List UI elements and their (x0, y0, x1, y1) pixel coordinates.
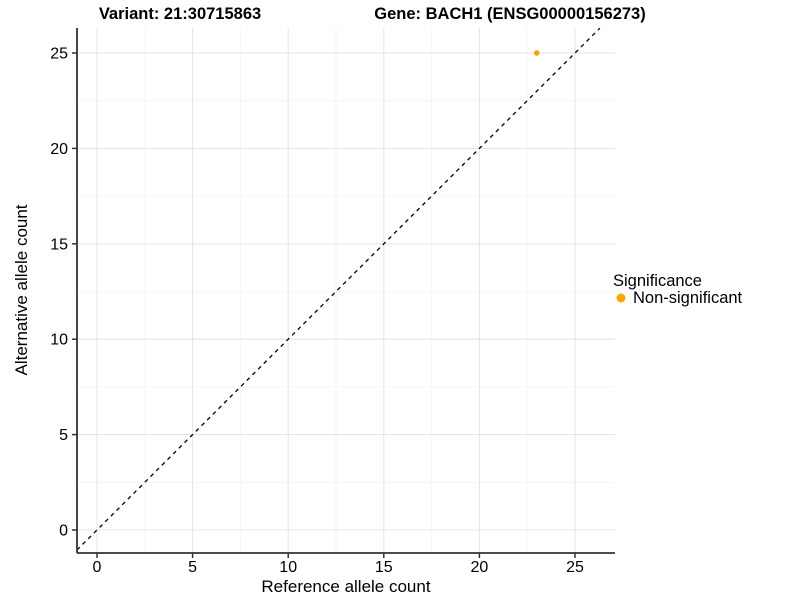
data-point (533, 50, 540, 56)
x-tick-label: 20 (471, 559, 489, 576)
x-tick-label: 0 (93, 559, 102, 576)
x-tick-label: 15 (375, 559, 393, 576)
legend-entry-label: Non-significant (633, 289, 743, 307)
grid-minor-lines (77, 28, 615, 553)
x-axis-ticks: 0 5 10 15 20 25 (93, 553, 584, 576)
x-tick-label: 5 (188, 559, 197, 576)
y-tick-label: 10 (50, 332, 68, 349)
legend-point-swatch-icon (616, 293, 626, 303)
legend: Significance Non-significant (613, 272, 743, 307)
identity-dashed-line (76, 27, 601, 551)
y-tick-label: 0 (59, 523, 68, 540)
x-tick-label: 10 (279, 559, 297, 576)
x-axis-title: Reference allele count (261, 577, 430, 596)
data-points (533, 50, 540, 56)
y-axis-title: Alternative allele count (12, 204, 31, 375)
y-tick-label: 5 (59, 427, 68, 444)
y-tick-label: 20 (50, 141, 68, 158)
grid-major-lines (77, 28, 615, 553)
x-tick-label: 25 (566, 559, 584, 576)
plot-panel (77, 28, 615, 553)
y-tick-label: 15 (50, 236, 68, 253)
y-axis-ticks: 0 5 10 15 20 25 (50, 46, 77, 540)
plot-title-gene: Gene: BACH1 (ENSG00000156273) (374, 5, 645, 23)
y-tick-label: 25 (50, 46, 68, 63)
legend-title: Significance (613, 272, 702, 290)
plot-title-variant: Variant: 21:30715863 (99, 5, 261, 23)
